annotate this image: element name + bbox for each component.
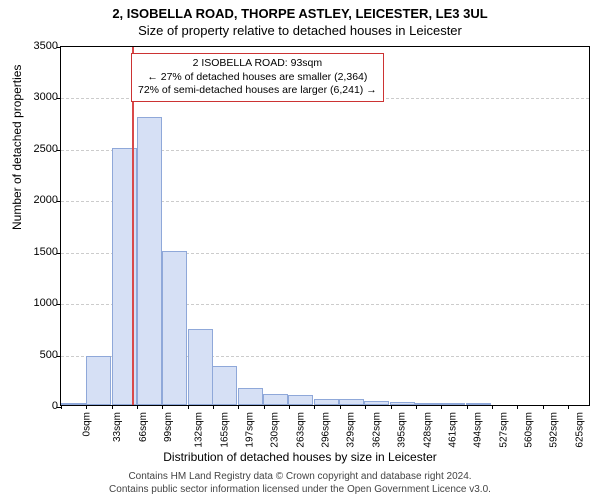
xtick-label: 494sqm: [473, 412, 484, 448]
xtick-label: 527sqm: [498, 412, 509, 448]
xtick-label: 0sqm: [81, 412, 92, 436]
xtick-label: 132sqm: [194, 412, 205, 448]
xtick-mark: [289, 405, 290, 409]
xtick-mark: [543, 405, 544, 409]
xtick-mark: [492, 405, 493, 409]
xtick-mark: [365, 405, 366, 409]
chart-title-line2: Size of property relative to detached ho…: [0, 21, 600, 38]
ytick-label: 2000: [18, 194, 58, 206]
footer-line1: Contains HM Land Registry data © Crown c…: [0, 470, 600, 483]
xtick-mark: [86, 405, 87, 409]
histogram-bar: [162, 251, 187, 405]
xtick-mark: [112, 405, 113, 409]
histogram-bar: [364, 401, 389, 405]
xtick-mark: [314, 405, 315, 409]
ytick-label: 2500: [18, 143, 58, 155]
xtick-label: 197sqm: [245, 412, 256, 448]
xtick-label: 66sqm: [138, 412, 149, 442]
histogram-bar: [238, 388, 263, 405]
xtick-label: 395sqm: [397, 412, 408, 448]
histogram-bar: [61, 403, 86, 405]
xtick-label: 461sqm: [447, 412, 458, 448]
histogram-bar: [288, 395, 313, 405]
footer-attribution: Contains HM Land Registry data © Crown c…: [0, 470, 600, 496]
xtick-label: 263sqm: [295, 412, 306, 448]
xtick-label: 560sqm: [523, 412, 534, 448]
xtick-label: 592sqm: [549, 412, 560, 448]
annotation-line1: 2 ISOBELLA ROAD: 93sqm: [138, 57, 377, 71]
histogram-bar: [212, 366, 237, 405]
xtick-mark: [517, 405, 518, 409]
xtick-mark: [391, 405, 392, 409]
histogram-bar: [440, 403, 465, 405]
chart-title-line1: 2, ISOBELLA ROAD, THORPE ASTLEY, LEICEST…: [0, 0, 600, 21]
histogram-bar: [263, 394, 288, 405]
xtick-label: 33sqm: [112, 412, 123, 442]
xtick-label: 428sqm: [422, 412, 433, 448]
xtick-mark: [416, 405, 417, 409]
histogram-bar: [314, 399, 339, 405]
xtick-label: 362sqm: [371, 412, 382, 448]
xtick-mark: [467, 405, 468, 409]
annotation-box: 2 ISOBELLA ROAD: 93sqm← 27% of detached …: [131, 53, 384, 102]
xtick-mark: [238, 405, 239, 409]
histogram-bar: [390, 402, 415, 405]
xtick-label: 99sqm: [163, 412, 174, 442]
histogram-bar: [339, 399, 364, 405]
ytick-label: 1000: [18, 297, 58, 309]
histogram-bar: [466, 403, 491, 405]
ytick-label: 0: [18, 400, 58, 412]
ytick-label: 3000: [18, 91, 58, 103]
xtick-label: 329sqm: [346, 412, 357, 448]
xtick-label: 230sqm: [270, 412, 281, 448]
xtick-mark: [137, 405, 138, 409]
ytick-label: 500: [18, 349, 58, 361]
histogram-bar: [86, 356, 111, 405]
xtick-mark: [264, 405, 265, 409]
xtick-label: 165sqm: [219, 412, 230, 448]
footer-line2: Contains public sector information licen…: [0, 483, 600, 496]
xtick-mark: [213, 405, 214, 409]
ytick-label: 1500: [18, 246, 58, 258]
annotation-line2: ← 27% of detached houses are smaller (2,…: [138, 71, 377, 85]
xtick-label: 625sqm: [574, 412, 585, 448]
xtick-mark: [441, 405, 442, 409]
xtick-mark: [188, 405, 189, 409]
histogram-bar: [415, 403, 440, 405]
x-axis-label: Distribution of detached houses by size …: [0, 450, 600, 464]
histogram-bar: [137, 117, 162, 405]
xtick-mark: [162, 405, 163, 409]
xtick-label: 296sqm: [321, 412, 332, 448]
xtick-mark: [568, 405, 569, 409]
xtick-mark: [340, 405, 341, 409]
ytick-label: 3500: [18, 40, 58, 52]
annotation-line3: 72% of semi-detached houses are larger (…: [138, 84, 377, 98]
histogram-bar: [188, 329, 213, 405]
chart-plot-area: 2 ISOBELLA ROAD: 93sqm← 27% of detached …: [60, 46, 590, 406]
xtick-mark: [61, 405, 62, 409]
